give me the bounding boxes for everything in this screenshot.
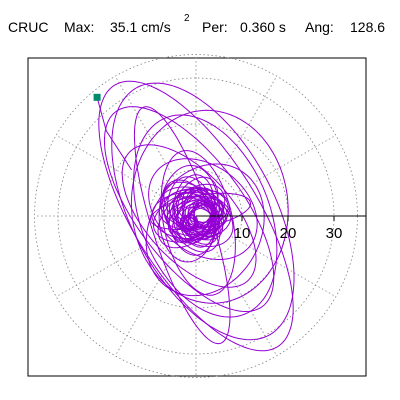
trace-core-loop <box>171 193 221 244</box>
trace-orbit <box>111 82 295 341</box>
trace-core-loop <box>187 201 214 240</box>
trace-core-loop <box>166 176 217 256</box>
grid-spoke <box>231 236 337 298</box>
trace-orbit <box>160 150 236 296</box>
x-tick-label: 20 <box>280 225 297 242</box>
trace-core-loop <box>175 192 221 231</box>
grid-spoke <box>216 251 278 357</box>
trace-core-loop <box>158 187 229 231</box>
trace-core-loop <box>162 179 221 253</box>
radial-axis: 10 20 30 <box>196 215 366 242</box>
trace-core-loop <box>166 200 226 237</box>
trace-core-loop <box>157 183 226 249</box>
trace-orbit <box>145 163 265 297</box>
trace-orbit <box>158 165 220 263</box>
x-tick-label: 10 <box>234 225 251 242</box>
max-unit-exponent: 2 <box>184 13 190 24</box>
start-marker-group <box>93 93 101 101</box>
plot-frame <box>27 57 367 377</box>
grid-spoke <box>216 75 278 181</box>
trace-core-loop <box>167 197 225 240</box>
trace-orbit <box>103 106 275 313</box>
trace-orbit <box>132 114 278 318</box>
trace-orbit <box>133 106 231 345</box>
trace-start-segment <box>96 97 133 171</box>
period-value: 0.360 s <box>240 19 286 35</box>
grid-spoke <box>231 134 337 196</box>
trace-core-loop <box>183 186 214 237</box>
grid-spoke <box>114 75 176 181</box>
trace-orbit <box>130 109 289 304</box>
max-label: Max: <box>64 19 95 35</box>
trace-core-loop <box>151 191 232 241</box>
period-label: Per: <box>202 19 228 35</box>
x-tick-label: 30 <box>326 225 343 242</box>
max-value: 35.1 cm/s <box>110 19 171 35</box>
trace-core-loop <box>181 187 216 235</box>
trace-core-loop <box>182 206 219 236</box>
trace-core-loop <box>180 215 198 231</box>
header-bar: CRUC Max: 35.1 cm/s 2 Per: 0.360 s Ang: … <box>0 0 400 44</box>
grid-spoke <box>55 236 161 298</box>
trace-orbit <box>98 80 294 352</box>
angle-value: 128.6 <box>350 19 386 35</box>
start-marker <box>93 93 101 101</box>
trace-orbit <box>148 158 258 260</box>
grid-spoke <box>114 251 176 357</box>
trace-core-loop <box>193 199 213 229</box>
station-code: CRUC <box>8 19 49 35</box>
angle-label: Ang: <box>305 19 334 35</box>
motion-trace <box>96 80 295 352</box>
